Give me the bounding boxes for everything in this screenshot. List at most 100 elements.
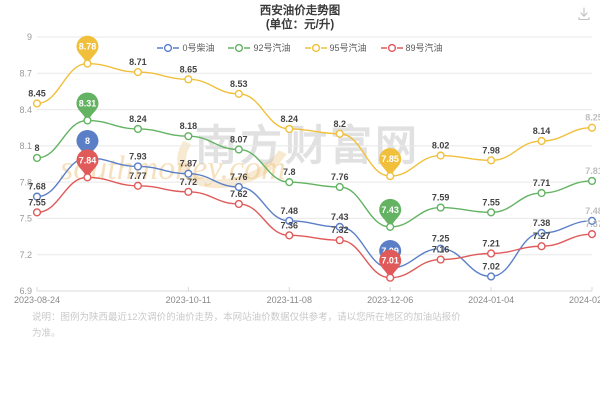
data-point-marker[interactable]	[587, 123, 597, 132]
data-point-label: 7.21	[482, 239, 500, 249]
data-point-balloon[interactable]: 8.31	[76, 92, 99, 123]
data-point-marker[interactable]	[335, 182, 344, 192]
data-point-marker[interactable]	[486, 208, 496, 217]
data-point-marker[interactable]	[234, 145, 243, 154]
data-point-marker[interactable]	[386, 273, 395, 282]
data-point-label: 7.98	[482, 145, 500, 155]
data-point-marker[interactable]	[133, 181, 143, 190]
data-point-label: 7.32	[331, 225, 349, 235]
data-point-marker[interactable]	[234, 89, 243, 98]
data-point-marker[interactable]	[587, 230, 597, 239]
data-point-marker[interactable]	[32, 99, 42, 108]
data-point-marker[interactable]	[537, 136, 546, 146]
data-point-marker[interactable]	[285, 124, 294, 134]
data-point-label: 8.2	[333, 119, 346, 129]
data-point-marker[interactable]	[537, 228, 546, 238]
data-point-marker[interactable]	[335, 129, 344, 138]
data-point-marker[interactable]	[587, 176, 597, 186]
data-point-marker[interactable]	[83, 173, 92, 182]
data-point-balloon[interactable]: 7.84	[76, 149, 99, 180]
data-point-marker[interactable]	[386, 222, 395, 231]
data-point-marker[interactable]	[537, 188, 546, 198]
data-point-marker[interactable]	[285, 178, 294, 187]
data-point-marker[interactable]	[184, 169, 193, 178]
data-point-marker[interactable]	[32, 153, 42, 163]
data-point-marker[interactable]	[133, 124, 143, 134]
data-point-balloon[interactable]: 7.01	[379, 249, 402, 280]
data-point-marker[interactable]	[184, 187, 193, 196]
data-point-label: 7.59	[432, 193, 450, 203]
data-point-marker[interactable]	[436, 255, 445, 264]
legend-item-0号柴油[interactable]: 0号柴油	[157, 41, 214, 54]
download-icon[interactable]	[576, 6, 592, 22]
data-point-marker[interactable]	[436, 244, 445, 253]
data-point-label: 7.68	[28, 182, 46, 192]
y-tick-label: 8.7	[19, 68, 32, 78]
svg-text:7.85: 7.85	[381, 154, 399, 164]
legend-label: 95号汽油	[329, 43, 367, 53]
data-point-label: 8.25	[585, 113, 600, 123]
data-point-marker[interactable]	[133, 162, 143, 171]
svg-text:8.31: 8.31	[79, 98, 97, 108]
y-tick-label: 7.8	[19, 177, 32, 187]
x-tick-label: 2023-12-06	[367, 295, 413, 305]
data-point-marker[interactable]	[436, 203, 445, 212]
data-point-marker[interactable]	[234, 182, 243, 192]
data-point-marker[interactable]	[335, 236, 344, 245]
x-tick-label: 2023-10-11	[166, 295, 211, 305]
data-point-marker[interactable]	[285, 216, 294, 225]
data-point-marker[interactable]	[234, 199, 243, 209]
data-point-label: 7.48	[281, 206, 299, 216]
data-point-balloon[interactable]: 7.43	[379, 198, 402, 229]
x-tick-label: 2024-01-04	[468, 295, 514, 305]
data-point-label: 8	[34, 143, 39, 153]
data-point-label: 7.81	[585, 166, 600, 176]
data-point-label: 7.02	[482, 261, 500, 271]
data-point-marker[interactable]	[83, 116, 92, 125]
data-point-label: 8.71	[129, 57, 147, 67]
data-point-label: 8.45	[28, 89, 46, 99]
data-point-label: 7.27	[533, 231, 551, 241]
data-point-label: 8.24	[281, 114, 299, 124]
data-point-label: 7.62	[230, 189, 248, 199]
data-point-label: 8.65	[180, 64, 198, 74]
data-point-marker[interactable]	[486, 156, 496, 165]
data-point-marker[interactable]	[386, 171, 395, 181]
data-point-label: 8.07	[230, 134, 248, 144]
data-point-balloon[interactable]: 7.85	[379, 148, 402, 179]
data-point-label: 7.43	[331, 212, 349, 222]
legend-marker-icon	[157, 43, 180, 52]
svg-text:8: 8	[85, 136, 90, 146]
data-point-marker[interactable]	[83, 59, 92, 68]
legend-item-89号汽油[interactable]: 89号汽油	[380, 41, 443, 54]
data-point-marker[interactable]	[285, 231, 294, 240]
data-point-marker[interactable]	[537, 242, 546, 251]
series-line-95号汽油	[36, 62, 593, 177]
data-point-label: 7.8	[283, 167, 296, 177]
data-point-balloon[interactable]: 8.78	[76, 35, 99, 66]
data-point-marker[interactable]	[32, 192, 42, 201]
data-point-marker[interactable]	[32, 208, 42, 217]
legend-label: 89号汽油	[405, 43, 443, 53]
data-point-label: 7.16	[432, 245, 450, 255]
data-point-marker[interactable]	[335, 222, 344, 231]
data-point-marker[interactable]	[133, 67, 143, 77]
x-tick-label: 2023-08-24	[14, 295, 60, 305]
data-point-marker[interactable]	[436, 151, 445, 160]
series-line-89号汽油	[36, 176, 593, 279]
data-point-marker[interactable]	[184, 75, 193, 84]
legend-item-92号汽油[interactable]: 92号汽油	[228, 41, 291, 54]
data-point-label: 7.37	[585, 219, 600, 229]
data-point-balloon[interactable]: 8	[76, 129, 99, 160]
data-point-marker[interactable]	[184, 132, 193, 141]
data-point-label: 8.02	[432, 141, 450, 151]
data-point-marker[interactable]	[486, 272, 496, 281]
legend-item-95号汽油[interactable]: 95号汽油	[304, 41, 367, 54]
data-point-label: 7.77	[129, 171, 147, 181]
data-point-marker[interactable]	[587, 216, 597, 225]
data-point-label: 7.72	[180, 177, 198, 187]
data-point-marker[interactable]	[486, 249, 496, 258]
